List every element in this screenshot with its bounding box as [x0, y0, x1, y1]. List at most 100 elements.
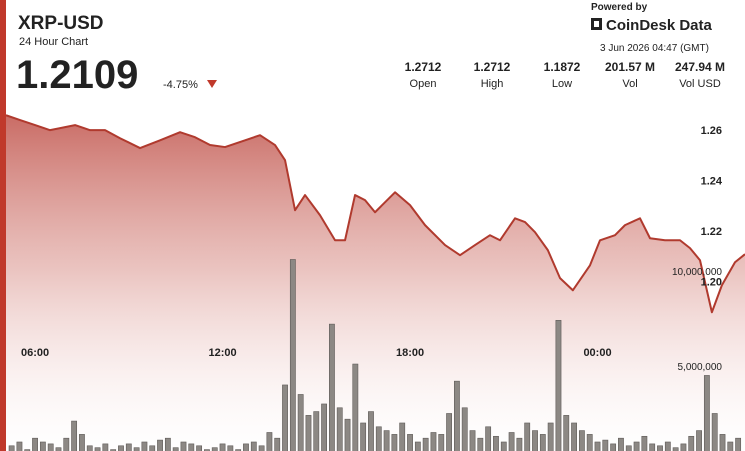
- volume-bar: [407, 434, 413, 451]
- volume-bar: [110, 449, 117, 451]
- volume-bar: [672, 447, 679, 451]
- stat-label: High: [481, 78, 504, 90]
- powered-by: Powered by: [591, 2, 648, 13]
- down-arrow: [207, 80, 217, 88]
- volume-bar: [711, 413, 718, 451]
- brand: CoinDesk Data: [606, 17, 713, 34]
- y2-tick-label: 10,000,000: [672, 267, 722, 278]
- volume-bar: [703, 375, 710, 451]
- stat-value: 1.2712: [474, 60, 511, 74]
- volume-bar: [368, 411, 374, 451]
- volume-bar: [422, 437, 429, 451]
- timestamp: 3 Jun 2026 04:47 (GMT): [600, 43, 709, 54]
- volume-bar: [32, 437, 38, 451]
- volume-bar: [641, 435, 648, 451]
- volume-bar: [469, 430, 476, 451]
- volume-bar: [94, 447, 101, 451]
- volume-bar: [516, 437, 523, 451]
- stat-value: 201.57 M: [605, 60, 655, 74]
- volume-bar: [196, 445, 203, 451]
- volume-bar: [86, 445, 93, 451]
- volume-bar: [250, 441, 257, 451]
- volume-bar: [719, 434, 726, 451]
- volume-bar: [485, 426, 492, 451]
- stat-value: 247.94 M: [675, 60, 725, 74]
- volume-bar: [118, 445, 124, 451]
- subtitle: 24 Hour Chart: [19, 36, 88, 48]
- x-tick-label: 06:00: [21, 347, 49, 359]
- volume-bar: [47, 443, 54, 451]
- volume-bar: [188, 443, 195, 451]
- volume-bar: [524, 422, 531, 451]
- volume-bar: [219, 443, 226, 451]
- volume-bar: [313, 411, 320, 451]
- stat-value: 1.1872: [544, 60, 581, 74]
- volume-bar: [586, 434, 593, 451]
- y-tick-label: 1.26: [701, 125, 722, 137]
- volume-bar: [664, 441, 671, 451]
- volume-bar: [508, 432, 515, 451]
- volume-bar: [39, 441, 46, 451]
- volume-bar: [399, 422, 406, 451]
- volume-bar: [602, 439, 609, 451]
- brand-icon: [591, 18, 602, 30]
- volume-bar: [680, 443, 687, 451]
- volume-bar: [164, 437, 171, 451]
- volume-bar: [8, 445, 15, 451]
- volume-bar: [329, 323, 335, 451]
- volume-bar: [696, 430, 702, 451]
- volume-bar: [266, 432, 273, 451]
- volume-bar: [274, 437, 281, 451]
- volume-bar: [375, 426, 382, 451]
- price-line: [5, 114, 745, 314]
- volume-bar: [500, 441, 507, 451]
- volume-bar: [360, 422, 367, 451]
- volume-bar: [688, 435, 695, 451]
- accent-strip: [0, 0, 6, 451]
- volume-bar: [336, 407, 343, 451]
- volume-bar: [289, 259, 296, 451]
- volume-bar: [446, 413, 452, 451]
- volume-bar: [547, 422, 554, 451]
- volume-bar: [235, 449, 242, 451]
- price: 1.2109: [16, 53, 138, 97]
- volume-bar: [414, 441, 421, 451]
- volume-bar: [63, 437, 70, 451]
- volume-bar: [227, 445, 234, 451]
- stat-label: Low: [552, 78, 572, 90]
- volume-bar: [539, 434, 546, 451]
- change: -4.75%: [163, 79, 198, 91]
- y-tick-label: 1.24: [701, 176, 723, 188]
- stat-label: Open: [410, 78, 437, 90]
- x-tick-label: 12:00: [208, 347, 236, 359]
- volume-bar: [55, 447, 62, 451]
- volume-bar: [625, 445, 632, 451]
- volume-bar: [258, 445, 265, 451]
- volume-bar: [735, 437, 742, 451]
- stats: 1.2712 Open 1.2712 High 1.1872 Low 201.57 M Vol…: [405, 60, 725, 90]
- volume-bar: [477, 437, 484, 451]
- volume-bar: [453, 380, 460, 451]
- stat-value: 1.2712: [405, 60, 442, 74]
- volume-bar: [555, 320, 562, 451]
- y2-tick-label: 5,000,000: [678, 362, 723, 373]
- stat-label: Vol: [622, 78, 637, 90]
- volume-bar: [430, 432, 437, 451]
- volume-bar: [461, 407, 468, 451]
- volume-bar: [657, 445, 663, 451]
- volume-bar: [79, 434, 85, 451]
- price-area: [6, 115, 745, 451]
- volume-bar: [344, 418, 351, 451]
- volume-bar: [571, 422, 577, 451]
- volume-bar: [391, 434, 398, 451]
- stat-label: Vol USD: [679, 78, 721, 90]
- volume-bar: [610, 443, 617, 451]
- volume-bar: [149, 445, 156, 451]
- volume-bar: [305, 415, 312, 451]
- y-tick-label: 1.20: [701, 277, 722, 289]
- volume-bar: [727, 441, 734, 451]
- volume-bar: [438, 434, 445, 451]
- volume-bar: [243, 443, 249, 451]
- volume-bar: [16, 441, 23, 451]
